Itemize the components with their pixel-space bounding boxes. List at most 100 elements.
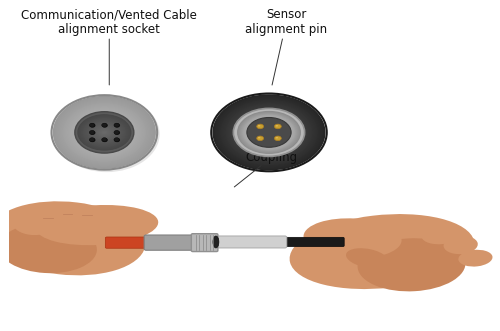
Ellipse shape: [100, 129, 109, 135]
Ellipse shape: [242, 114, 296, 151]
Ellipse shape: [86, 120, 122, 145]
Ellipse shape: [212, 94, 326, 170]
Ellipse shape: [358, 238, 466, 291]
Ellipse shape: [58, 100, 151, 165]
Ellipse shape: [96, 126, 114, 138]
Ellipse shape: [256, 124, 281, 141]
Ellipse shape: [227, 104, 311, 161]
Ellipse shape: [62, 102, 147, 163]
Ellipse shape: [94, 125, 115, 140]
Ellipse shape: [267, 131, 271, 134]
Ellipse shape: [75, 213, 109, 231]
Ellipse shape: [81, 117, 128, 148]
Ellipse shape: [253, 122, 285, 143]
Ellipse shape: [214, 96, 324, 169]
Ellipse shape: [0, 201, 146, 275]
Ellipse shape: [92, 123, 117, 142]
Ellipse shape: [96, 127, 112, 138]
Ellipse shape: [0, 223, 97, 273]
Ellipse shape: [78, 114, 132, 151]
Ellipse shape: [259, 125, 279, 139]
Ellipse shape: [78, 115, 130, 150]
Ellipse shape: [260, 126, 278, 139]
FancyBboxPatch shape: [282, 237, 344, 247]
Ellipse shape: [260, 126, 278, 138]
Ellipse shape: [102, 123, 108, 128]
Ellipse shape: [253, 122, 285, 143]
Ellipse shape: [85, 119, 124, 146]
Ellipse shape: [82, 118, 126, 147]
Ellipse shape: [114, 138, 119, 142]
Ellipse shape: [90, 138, 95, 142]
Ellipse shape: [75, 112, 134, 153]
Ellipse shape: [246, 117, 292, 148]
Ellipse shape: [82, 117, 126, 148]
Ellipse shape: [99, 129, 110, 136]
Ellipse shape: [76, 112, 132, 153]
Ellipse shape: [90, 130, 95, 134]
Text: Communication/Vented Cable
alignment socket: Communication/Vented Cable alignment soc…: [22, 8, 197, 85]
Ellipse shape: [90, 122, 118, 142]
Ellipse shape: [244, 116, 294, 149]
Ellipse shape: [264, 129, 274, 135]
Ellipse shape: [252, 121, 286, 144]
Ellipse shape: [402, 219, 441, 238]
Ellipse shape: [90, 123, 95, 127]
Ellipse shape: [88, 121, 120, 143]
Ellipse shape: [256, 124, 264, 129]
Ellipse shape: [224, 102, 314, 163]
Ellipse shape: [220, 100, 318, 165]
Ellipse shape: [274, 124, 281, 129]
Ellipse shape: [92, 124, 116, 140]
Ellipse shape: [92, 124, 116, 141]
Ellipse shape: [36, 205, 158, 245]
Ellipse shape: [56, 98, 154, 167]
Ellipse shape: [71, 109, 138, 156]
Text: Sensor
alignment pin: Sensor alignment pin: [245, 8, 328, 85]
Ellipse shape: [54, 96, 160, 172]
Ellipse shape: [114, 131, 120, 135]
Ellipse shape: [70, 108, 139, 157]
Ellipse shape: [81, 116, 128, 149]
Ellipse shape: [225, 103, 313, 162]
Ellipse shape: [218, 98, 320, 167]
Ellipse shape: [77, 113, 132, 152]
Ellipse shape: [114, 138, 120, 142]
Ellipse shape: [7, 241, 50, 262]
Ellipse shape: [248, 119, 290, 146]
Ellipse shape: [255, 123, 283, 142]
Ellipse shape: [256, 123, 282, 142]
Ellipse shape: [262, 128, 276, 137]
Ellipse shape: [256, 136, 264, 141]
Ellipse shape: [68, 107, 140, 158]
Ellipse shape: [78, 114, 130, 151]
Ellipse shape: [290, 214, 474, 289]
Ellipse shape: [260, 127, 278, 138]
Ellipse shape: [67, 106, 142, 159]
Ellipse shape: [238, 112, 300, 153]
Ellipse shape: [261, 127, 277, 138]
Ellipse shape: [266, 130, 272, 135]
Ellipse shape: [90, 138, 96, 142]
Ellipse shape: [239, 112, 299, 153]
Ellipse shape: [74, 112, 134, 153]
Ellipse shape: [236, 110, 302, 155]
Ellipse shape: [458, 250, 492, 266]
Ellipse shape: [264, 129, 274, 136]
Ellipse shape: [80, 116, 128, 149]
Ellipse shape: [268, 132, 270, 133]
Ellipse shape: [262, 127, 276, 137]
Ellipse shape: [247, 118, 291, 147]
Ellipse shape: [87, 121, 122, 144]
Ellipse shape: [243, 115, 295, 150]
Text: Coupling: Coupling: [234, 151, 298, 187]
Ellipse shape: [63, 103, 146, 162]
Ellipse shape: [274, 136, 281, 141]
Ellipse shape: [250, 119, 288, 145]
Ellipse shape: [74, 111, 136, 154]
Ellipse shape: [235, 110, 303, 155]
Ellipse shape: [240, 113, 298, 152]
Ellipse shape: [90, 131, 96, 135]
Ellipse shape: [217, 97, 321, 167]
Ellipse shape: [80, 115, 129, 150]
